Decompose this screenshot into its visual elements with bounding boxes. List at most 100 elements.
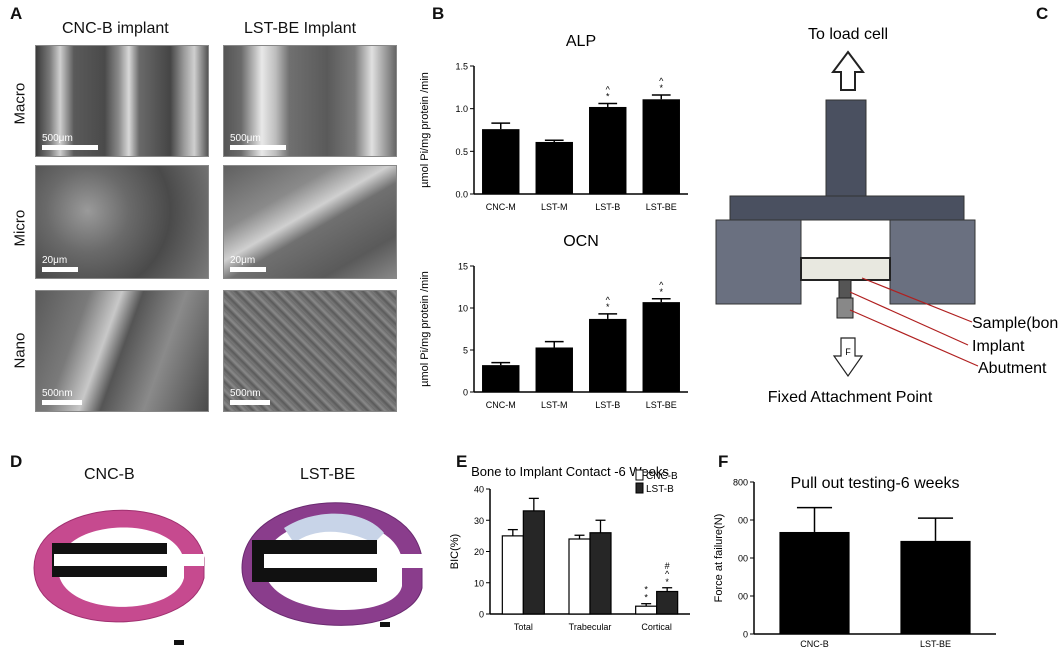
- y-tick-label: 0: [463, 388, 468, 398]
- left-clamp-block: [715, 219, 802, 305]
- panel-a-letter: A: [10, 4, 23, 23]
- scale-bar: [42, 267, 78, 272]
- bar: [482, 365, 520, 392]
- y-axis-label: µmol Pi/mg protein /min: [419, 271, 431, 387]
- scale-text: 500μm: [230, 133, 261, 144]
- x-tick-label: LST-BE: [646, 400, 677, 410]
- sem-image-lst-macro: 500μm: [223, 45, 397, 157]
- x-tick-label: LST-B: [595, 202, 620, 212]
- x-tick-label: LST-B: [595, 400, 620, 410]
- significance-mark: *: [644, 593, 648, 603]
- abutment-label: Abutment: [978, 360, 1047, 377]
- significance-mark: *: [659, 83, 663, 93]
- y-tick-label: 10: [458, 304, 468, 314]
- up-arrow-icon: [831, 50, 865, 91]
- y-tick-label: 5: [463, 346, 468, 356]
- significance-mark: ^: [665, 569, 670, 579]
- significance-mark: *: [606, 302, 610, 312]
- significance-mark: ^: [606, 85, 611, 95]
- row-label-nano-text: Nano: [11, 332, 29, 369]
- chart-title: Pull out testing-6 weeks: [791, 475, 960, 492]
- y-tick-label: 00: [738, 554, 748, 564]
- pullout-test-diagram: To load cell Sample(bone) Implant Abutme…: [715, 26, 1059, 406]
- y-tick-label: 0: [743, 630, 748, 640]
- x-tick-label: LST-M: [541, 400, 568, 410]
- force-symbol: F: [845, 347, 851, 357]
- y-tick-label: 00: [738, 592, 748, 602]
- bar: [535, 347, 573, 392]
- abutment-leader-line: [849, 309, 979, 367]
- scale-bar: [230, 400, 270, 405]
- bic-bar-chart: Bone to Implant Contact -6 Weeks BIC(%) 0 1…: [449, 464, 690, 632]
- bar: [568, 538, 591, 615]
- x-tick-label: CNC-M: [486, 400, 516, 410]
- y-axis-label: Force at failure(N): [713, 514, 725, 603]
- histology-label-lst: LST-BE: [300, 466, 356, 483]
- right-clamp-block: [889, 219, 976, 305]
- scale-text: 500nm: [230, 388, 261, 399]
- row-label-micro-text: Micro: [11, 209, 29, 247]
- x-tick-label: CNC-B: [800, 639, 829, 649]
- legend-swatch: [635, 469, 644, 481]
- y-tick-label: 20: [474, 547, 484, 557]
- bar: [656, 590, 679, 615]
- y-tick-label: 10: [474, 578, 484, 588]
- fixed-attachment-label: Fixed Attachment Point: [768, 389, 933, 406]
- panel-c-letter: C: [1036, 4, 1049, 23]
- significance-mark: *: [659, 287, 663, 297]
- ocn-bar-chart: OCN µmol Pi/mg protein /min 0 5 10 15 CNC-M LST…: [419, 233, 688, 410]
- significance-mark: ^: [659, 280, 664, 290]
- panel-d-letter: D: [10, 452, 23, 471]
- y-tick-label: 0.0: [455, 190, 468, 200]
- histology-section-cnc: [33, 509, 205, 645]
- x-tick-label: Cortical: [641, 622, 672, 632]
- y-tick-label: 0: [479, 610, 484, 620]
- bar: [589, 532, 612, 615]
- bar: [535, 141, 573, 194]
- sample-bone-label: Sample(bone): [972, 315, 1059, 332]
- histology-section-lst: [241, 502, 424, 627]
- row-label-macro-text: Macro: [11, 82, 29, 125]
- bar: [589, 318, 627, 392]
- legend-label: CNC-B: [646, 471, 678, 482]
- histology-label-cnc: CNC-B: [84, 466, 135, 483]
- bar: [900, 540, 971, 634]
- x-tick-label: LST-BE: [646, 202, 677, 212]
- load-rod: [825, 99, 867, 197]
- histology-scale-bar: [380, 622, 390, 627]
- scale-bar: [230, 145, 286, 150]
- bar: [522, 510, 545, 615]
- scale-text: 20μm: [42, 255, 68, 266]
- x-tick-label: LST-BE: [920, 639, 951, 649]
- bar: [642, 302, 680, 392]
- sample-bone-block: [800, 257, 891, 281]
- y-tick-label: 800: [733, 478, 748, 488]
- abutment-shape: [836, 297, 854, 319]
- panel-b-letter: B: [432, 4, 445, 23]
- y-tick-label: 40: [474, 485, 484, 495]
- panel-a-row-label-nano: Nano: [0, 333, 40, 369]
- down-arrow-icon: [832, 337, 864, 378]
- x-tick-label: Trabecular: [569, 622, 612, 632]
- sem-image-cnc-micro: 20μm: [35, 165, 209, 279]
- sem-image-lst-micro: 20μm: [223, 165, 397, 279]
- scale-text: 20μm: [230, 255, 256, 266]
- implant-leader-line: [849, 291, 969, 346]
- x-tick-label: CNC-M: [486, 202, 516, 212]
- bar: [589, 106, 627, 194]
- panel-a-column-title-lst: LST-BE Implant: [244, 20, 357, 37]
- significance-mark: *: [606, 92, 610, 102]
- y-tick-label: 00: [738, 516, 748, 526]
- crosshead-bar: [729, 195, 965, 221]
- alp-bar-chart: ALP µmol Pi/mg protein /min 0.0 0.5 1.0 1.5 CN…: [419, 33, 688, 212]
- legend-label: LST-B: [646, 484, 674, 495]
- sem-image-cnc-nano: 500nm: [35, 290, 209, 412]
- legend-swatch: [635, 482, 644, 494]
- bar: [642, 99, 680, 194]
- y-tick-label: 1.5: [455, 62, 468, 72]
- y-tick-label: 0.5: [455, 147, 468, 157]
- y-axis-label: µmol Pi/mg protein /min: [419, 72, 431, 188]
- implant-shape: [838, 279, 852, 299]
- y-tick-label: 30: [474, 516, 484, 526]
- sample-leader-line: [861, 277, 973, 323]
